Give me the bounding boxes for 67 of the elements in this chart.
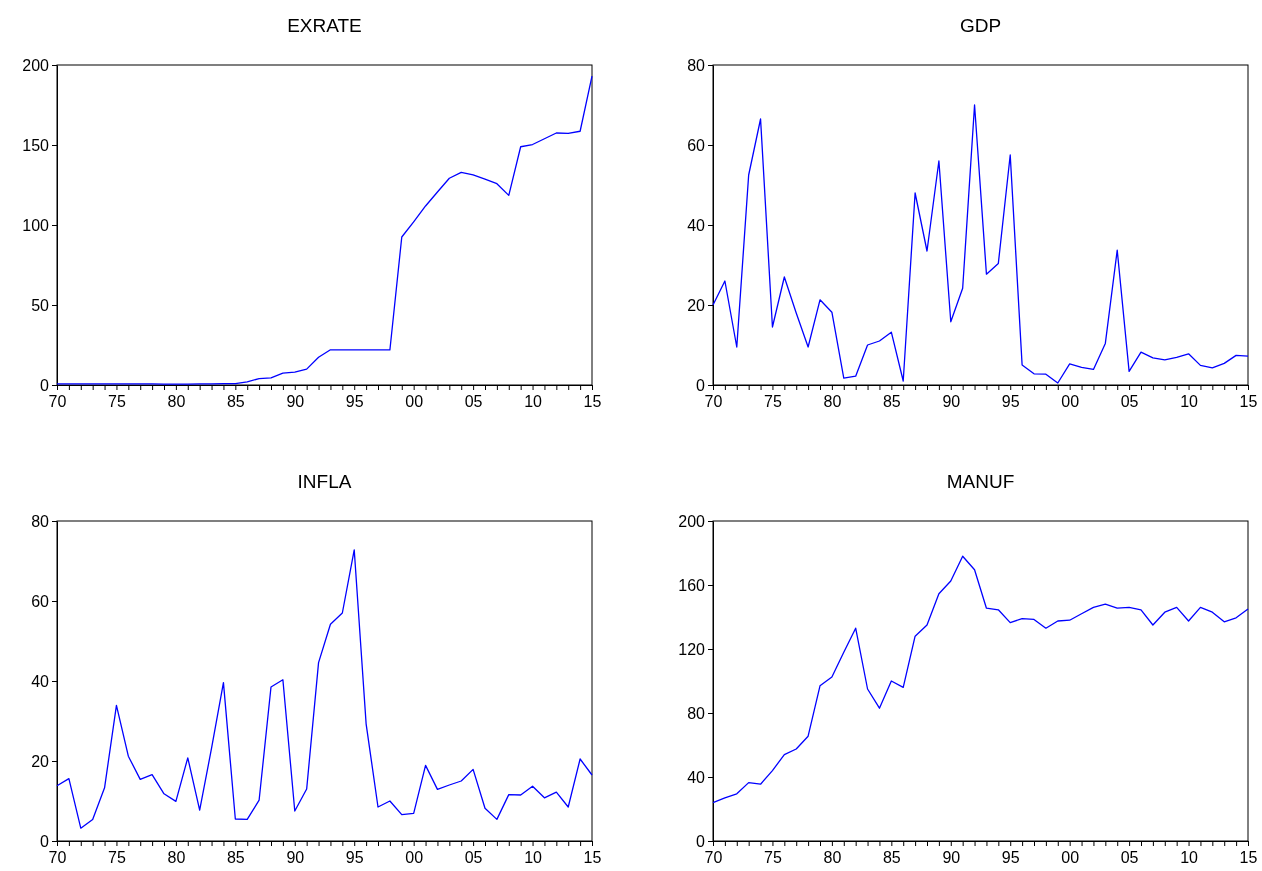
x-tick-label: 90 (286, 849, 305, 867)
y-tick-label: 60 (31, 592, 50, 610)
x-tick-label: 95 (345, 849, 364, 867)
x-tick-label: 75 (108, 393, 126, 411)
y-tick-label: 40 (687, 216, 706, 234)
x-tick-label: 75 (764, 849, 782, 867)
x-tick-label: 80 (823, 849, 842, 867)
y-tick-label: 0 (696, 832, 706, 850)
chart-title: MANUF (946, 471, 1015, 492)
line-series (56, 549, 593, 829)
x-tick-label: 70 (704, 849, 723, 867)
x-tick-label: 85 (226, 393, 245, 411)
x-tick-label: 15 (583, 393, 602, 411)
y-tick-label: 0 (40, 376, 50, 394)
x-tick-label: 95 (345, 393, 364, 411)
x-tick-label: 10 (524, 849, 543, 867)
x-tick-label: 85 (226, 849, 245, 867)
y-tick-label: 150 (22, 136, 50, 154)
x-tick-label: 15 (583, 849, 602, 867)
x-tick-label: 15 (1239, 849, 1258, 867)
x-tick-label: 00 (1061, 849, 1080, 867)
y-tick-label: 0 (40, 832, 50, 850)
x-tick-label: 15 (1239, 393, 1258, 411)
chart-title: INFLA (297, 471, 352, 492)
y-tick-label: 120 (678, 640, 706, 658)
y-tick-label: 20 (31, 752, 50, 770)
x-tick-label: 90 (942, 849, 961, 867)
y-tick-label: 100 (22, 216, 50, 234)
x-tick-label: 75 (108, 849, 126, 867)
y-tick-label: 160 (678, 576, 706, 594)
y-tick-label: 200 (678, 512, 706, 530)
x-tick-label: 00 (405, 393, 424, 411)
x-tick-label: 10 (1180, 849, 1199, 867)
x-tick-label: 90 (286, 393, 305, 411)
x-tick-label: 70 (48, 849, 67, 867)
y-tick-label: 80 (687, 56, 706, 74)
chart-title: EXRATE (287, 15, 362, 36)
y-tick-label: 0 (696, 376, 706, 394)
x-tick-label: 00 (1061, 393, 1080, 411)
x-tick-label: 80 (167, 393, 186, 411)
x-tick-label: 80 (823, 393, 842, 411)
x-tick-label: 85 (882, 393, 901, 411)
line-series (712, 555, 1249, 804)
x-tick-label: 05 (464, 393, 483, 411)
x-tick-label: 90 (942, 393, 961, 411)
x-tick-label: 95 (1001, 849, 1020, 867)
x-tick-label: 80 (167, 849, 186, 867)
x-tick-label: 85 (882, 849, 901, 867)
x-tick-label: 10 (1180, 393, 1199, 411)
y-tick-label: 20 (687, 296, 706, 314)
x-tick-label: 75 (764, 393, 782, 411)
x-tick-label: 05 (1120, 393, 1139, 411)
y-tick-label: 200 (22, 56, 50, 74)
y-tick-label: 40 (687, 768, 706, 786)
y-tick-label: 40 (31, 672, 50, 690)
x-tick-label: 95 (1001, 393, 1020, 411)
y-tick-label: 50 (31, 296, 50, 314)
x-tick-label: 00 (405, 849, 424, 867)
y-tick-label: 80 (31, 512, 50, 530)
x-tick-label: 70 (48, 393, 67, 411)
x-tick-label: 10 (524, 393, 543, 411)
y-tick-label: 60 (687, 136, 706, 154)
x-tick-label: 05 (1120, 849, 1139, 867)
x-tick-label: 05 (464, 849, 483, 867)
y-tick-label: 80 (687, 704, 706, 722)
x-tick-label: 70 (704, 393, 723, 411)
chart-title: GDP (959, 15, 1002, 36)
